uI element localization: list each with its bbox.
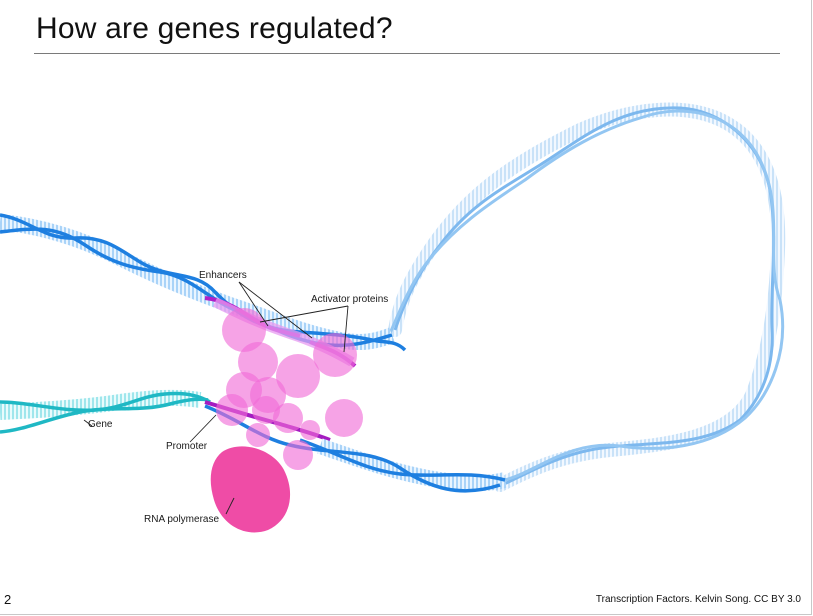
page-number: 2 (4, 592, 12, 607)
label-gene: Gene (88, 419, 113, 430)
lower-dna-strand-b (299, 438, 506, 482)
activator-protein (246, 423, 270, 447)
upper-dna-strand-b (0, 227, 393, 348)
gene-strand-b (0, 397, 209, 434)
activator-protein (300, 420, 320, 440)
dna-loop (383, 102, 786, 492)
upper-dna-rungs (0, 214, 396, 351)
dna-loop-strand-a (393, 106, 776, 490)
activator-protein (313, 333, 357, 377)
leader-lines (83, 281, 349, 515)
image-credit: Transcription Factors. Kelvin Song. CC B… (595, 594, 801, 605)
lower-dna-rungs (317, 438, 508, 491)
label-promoter: Promoter (166, 441, 208, 452)
activator-protein (273, 403, 303, 433)
activator-protein (276, 354, 320, 398)
activator-protein (238, 342, 278, 382)
activator-protein (325, 399, 363, 437)
slide-title: How are genes regulated? (36, 12, 393, 45)
dna-loop-strand-b (383, 109, 785, 482)
lower-dna-strand (0, 389, 508, 493)
activator-protein (252, 396, 280, 424)
label-activator-proteins: Activator proteins (311, 294, 388, 305)
gene-rungs (0, 389, 202, 420)
activator-protein (283, 440, 313, 470)
activator-proteins (216, 308, 363, 470)
label-rna-polymerase: RNA polymerase (144, 514, 219, 525)
title-divider (34, 53, 780, 54)
activator-protein (222, 308, 266, 352)
rna-polymerase (210, 446, 291, 533)
dna-loop-rungs (388, 102, 786, 492)
label-enhancers: Enhancers (199, 270, 247, 281)
gene-strand-a (0, 391, 211, 413)
activator-protein (216, 394, 248, 426)
